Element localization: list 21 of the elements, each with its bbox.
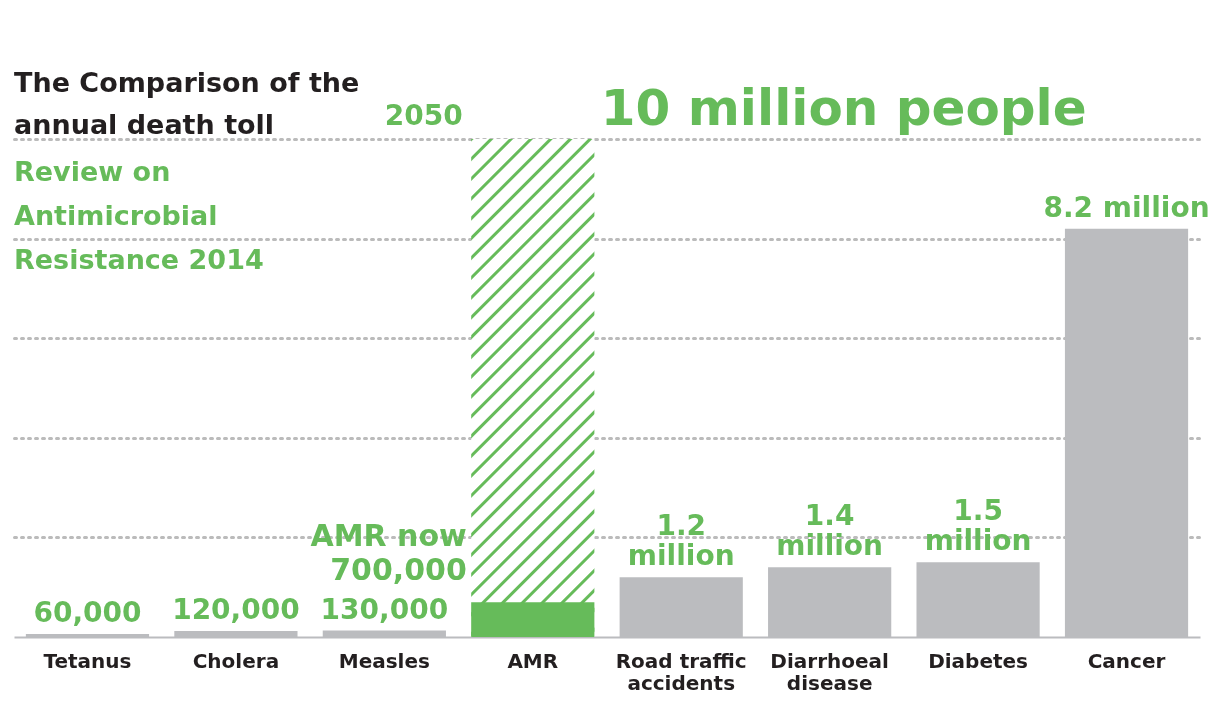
x-tick-label: Road traffic accidents <box>615 648 747 695</box>
text: Review on Antimicrobial Resistance 2014 <box>14 156 264 275</box>
data-label: 60,000 <box>33 596 142 630</box>
data-label: 120,000 <box>172 593 300 627</box>
x-tick-label: Tetanus <box>43 648 132 673</box>
series-label: 2050 <box>384 99 463 132</box>
data-label: 8.2 million <box>1043 190 1210 224</box>
x-tick-label: Cholera <box>192 648 280 673</box>
x-tick-label: Cancer <box>1087 648 1166 673</box>
x-tick-label: Measles <box>338 648 430 673</box>
data-label: 130,000 <box>320 592 449 626</box>
chart-title: The Comparison of the annual death toll <box>14 67 360 140</box>
annotation: AMR now 700,000 <box>310 518 467 588</box>
x-tick-label: Diabetes <box>928 648 1029 673</box>
annotation: 10 million people <box>600 79 1087 137</box>
data-label: 1.2 million <box>627 509 735 573</box>
x-tick-label: Diarrhoeal disease <box>770 648 889 695</box>
data-label: 1.5 million <box>924 494 1032 558</box>
bar <box>471 602 595 637</box>
x-tick-label: AMR <box>507 648 559 673</box>
data-label: 1.4 million <box>776 499 884 563</box>
